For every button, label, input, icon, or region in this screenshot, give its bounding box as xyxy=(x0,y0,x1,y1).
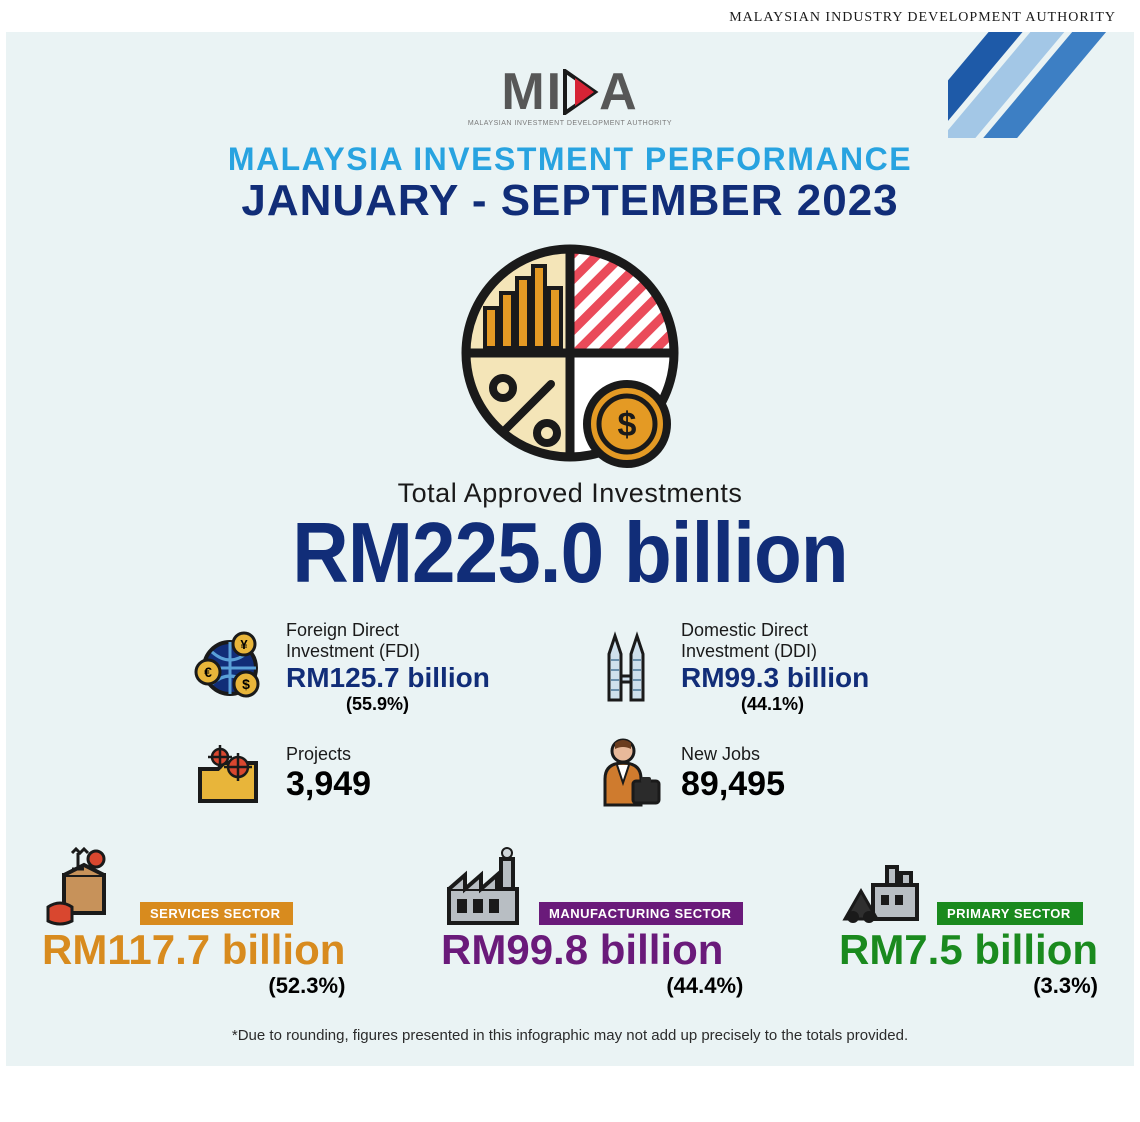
mining-plant-icon xyxy=(839,845,929,929)
manufacturing-pct: (44.4%) xyxy=(441,973,743,999)
logo-subtitle: MALAYSIAN INVESTMENT DEVELOPMENT AUTHORI… xyxy=(36,120,1104,127)
fdi-value: RM125.7 billion xyxy=(286,663,490,694)
stat-ddi: Domestic Direct Investment (DDI) RM99.3 … xyxy=(585,620,950,715)
jobs-label: New Jobs xyxy=(681,744,785,766)
fdi-label-2: Investment (FDI) xyxy=(286,641,490,663)
jobs-value: 89,495 xyxy=(681,766,785,803)
primary-tag: PRIMARY SECTOR xyxy=(937,902,1083,925)
title-line-1: MALAYSIA INVESTMENT PERFORMANCE xyxy=(36,141,1104,178)
manufacturing-tag: MANUFACTURING SECTOR xyxy=(539,902,743,925)
stat-projects: Projects 3,949 xyxy=(190,733,555,815)
ddi-value: RM99.3 billion xyxy=(681,663,869,694)
folder-gears-icon xyxy=(190,733,272,815)
footnote: *Due to rounding, figures presented in t… xyxy=(36,1027,1104,1044)
stats-grid: € $ ¥ Foreign Direct Investment (FDI) RM… xyxy=(190,620,950,815)
stat-fdi: € $ ¥ Foreign Direct Investment (FDI) RM… xyxy=(190,620,555,715)
logo-text: MI A xyxy=(501,66,638,118)
svg-text:€: € xyxy=(204,664,212,680)
logo: MI A MALAYSIAN INVESTMENT DEVELOPMENT AU… xyxy=(36,66,1104,127)
twin-towers-icon xyxy=(585,626,667,708)
infographic-panel: MI A MALAYSIAN INVESTMENT DEVELOPMENT AU… xyxy=(6,32,1134,1066)
sector-manufacturing: MANUFACTURING SECTOR RM99.8 billion (44.… xyxy=(441,845,743,999)
svg-text:$: $ xyxy=(618,406,637,444)
total-value: RM225.0 billion xyxy=(79,511,1062,598)
svg-text:¥: ¥ xyxy=(240,637,248,652)
ddi-label-2: Investment (DDI) xyxy=(681,641,869,663)
hero-chart-icon: $ xyxy=(455,238,685,468)
services-tag: SERVICES SECTOR xyxy=(140,902,293,925)
manufacturing-value: RM99.8 billion xyxy=(441,929,743,971)
primary-pct: (3.3%) xyxy=(839,973,1098,999)
services-value: RM117.7 billion xyxy=(42,929,345,971)
fdi-pct: (55.9%) xyxy=(346,694,490,715)
factory-icon xyxy=(441,845,531,929)
projects-label: Projects xyxy=(286,744,371,766)
stat-jobs: New Jobs 89,495 xyxy=(585,733,950,815)
sectors-row: SERVICES SECTOR RM117.7 billion (52.3%) … xyxy=(36,845,1104,999)
page-header-text: MALAYSIAN INDUSTRY DEVELOPMENT AUTHORITY xyxy=(0,0,1140,32)
services-pct: (52.3%) xyxy=(42,973,345,999)
svg-text:$: $ xyxy=(242,676,250,692)
primary-value: RM7.5 billion xyxy=(839,929,1098,971)
ddi-pct: (44.1%) xyxy=(741,694,869,715)
sector-services: SERVICES SECTOR RM117.7 billion (52.3%) xyxy=(42,845,345,999)
businessman-briefcase-icon xyxy=(585,733,667,815)
services-box-icon xyxy=(42,845,132,929)
ddi-label-1: Domestic Direct xyxy=(681,620,869,642)
fdi-label-1: Foreign Direct xyxy=(286,620,490,642)
globe-currency-icon: € $ ¥ xyxy=(190,626,272,708)
sector-primary: PRIMARY SECTOR RM7.5 billion (3.3%) xyxy=(839,845,1098,999)
title-line-2: JANUARY - SEPTEMBER 2023 xyxy=(36,178,1104,224)
total-label: Total Approved Investments xyxy=(36,478,1104,509)
projects-value: 3,949 xyxy=(286,766,371,803)
